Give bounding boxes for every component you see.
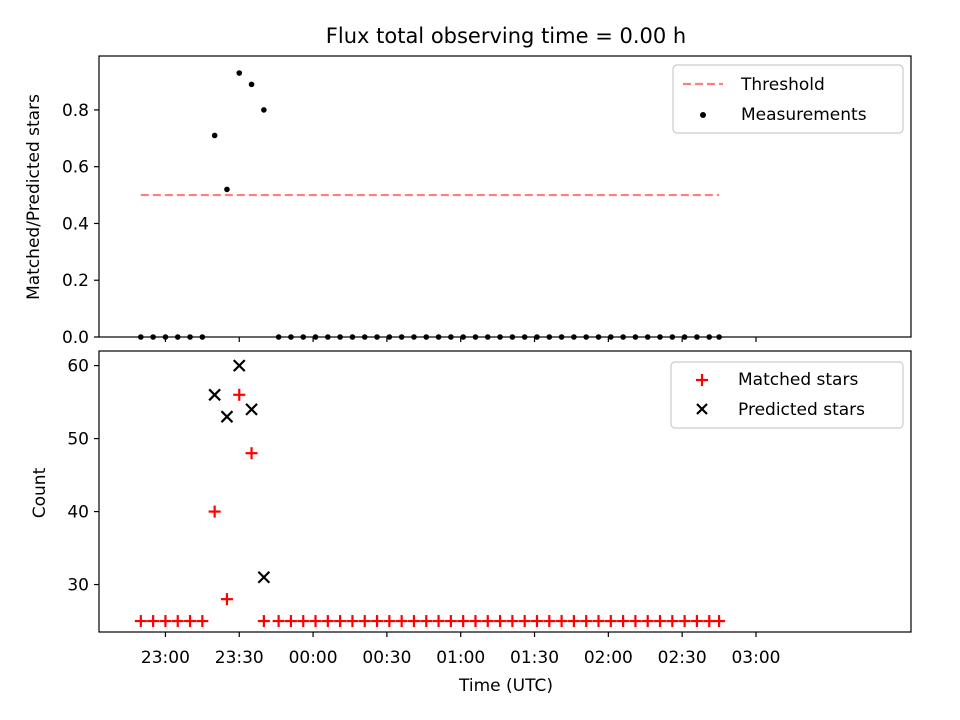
matched-star-point (629, 615, 642, 628)
measurement-point (211, 132, 218, 139)
bottom-axes-frame (98, 350, 912, 633)
top-axes-frame (98, 55, 912, 338)
top-y-tick-label: 0.6 (62, 158, 89, 178)
matched-star-point (334, 615, 347, 628)
matched-star-point (530, 615, 543, 628)
matched-star-point (220, 593, 233, 606)
matched-star-point (395, 615, 408, 628)
top-axis-ticks: 0.0 0.2 0.4 0.6 0.8 (62, 101, 757, 348)
matched-star-point (420, 615, 433, 628)
predicted-star-point (245, 403, 258, 416)
x-axis-label: Time (UTC) (458, 676, 553, 696)
top-legend: Threshold Measurements (672, 64, 904, 134)
matched-star-point (469, 615, 482, 628)
matched-star-point (481, 615, 494, 628)
matched-star-point (678, 615, 691, 628)
matched-star-point (592, 615, 605, 628)
x-tick-label: 00:00 (289, 648, 338, 668)
matched-star-point (543, 615, 556, 628)
legend-measurements-swatch (700, 112, 706, 118)
bottom-y-tick-label: 60 (67, 357, 89, 377)
matched-star-point (567, 615, 580, 628)
figure-title: Flux total observing time = 0.00 h (326, 24, 686, 48)
matched-star-point (208, 505, 221, 518)
x-tick-label: 00:30 (362, 648, 411, 668)
matched-star-point (580, 615, 593, 628)
legend-matched-swatch (696, 374, 708, 386)
x-tick-label: 02:00 (584, 648, 633, 668)
x-tick-label: 23:30 (215, 648, 264, 668)
matched-star-point (371, 615, 384, 628)
x-tick-label: 03:00 (731, 648, 780, 668)
legend-predicted-swatch (696, 403, 708, 415)
bottom-y-tick-label: 40 (67, 503, 89, 523)
matched-star-point (666, 615, 679, 628)
predicted-star-point (220, 410, 234, 423)
matched-star-point (147, 615, 160, 628)
legend-measurements-label: Measurements (741, 105, 867, 125)
matched-star-point (432, 615, 445, 628)
matched-star-point (494, 615, 507, 628)
x-tick-label: 01:00 (436, 648, 485, 668)
legend-matched-label: Matched stars (738, 370, 858, 390)
matched-star-point (457, 615, 470, 628)
top-ylabel: Matched/Predicted stars (24, 94, 44, 300)
x-tick-label: 01:30 (510, 648, 559, 668)
measurement-point (248, 81, 255, 88)
bottom-y-tick-label: 50 (67, 430, 89, 450)
matched-star-point (407, 615, 420, 628)
top-y-tick-label: 0.0 (62, 328, 89, 348)
matched-star-point (196, 615, 209, 628)
matched-star-point (713, 615, 726, 628)
matched-star-point (690, 615, 703, 628)
matched-star-point (654, 615, 667, 628)
matched-star-point (297, 615, 310, 628)
top-y-tick-label: 0.4 (62, 214, 89, 234)
x-tick-label: 23:00 (141, 648, 190, 668)
x-tick-label: 02:30 (658, 648, 707, 668)
top-legend-box (672, 64, 904, 134)
bottom-legend: Matched stars Predicted stars (670, 361, 904, 429)
matched-star-point (171, 615, 184, 628)
matched-star-point (134, 615, 147, 628)
bottom-legend-box (670, 361, 904, 429)
matched-star-point (321, 615, 334, 628)
bottom-ylabel: Count (30, 467, 50, 518)
matched-star-point (257, 615, 270, 628)
predicted-star-point (257, 570, 271, 584)
matched-star-point (604, 615, 617, 628)
measurement-point (236, 70, 243, 76)
top-y-tick-label: 0.8 (62, 101, 89, 121)
matched-star-point (245, 447, 258, 460)
predicted-star-point (232, 359, 246, 372)
top-panel: 0.00.20.40.60.8 Matched/Predicted stars … (24, 55, 912, 348)
matched-star-point (284, 615, 297, 628)
matched-star-point (184, 615, 197, 628)
legend-predicted-label: Predicted stars (738, 400, 865, 420)
matched-star-point (641, 615, 654, 628)
bottom-axis-ticks: 23:00 23:30 00:00 00:30 01:00 01:30 02:00 02:30… (67, 357, 780, 668)
matched-star-point (159, 615, 172, 628)
legend-threshold-label: Threshold (740, 75, 825, 95)
matched-star-point (272, 615, 285, 628)
predicted-star-point (208, 388, 221, 402)
matched-star-point (617, 615, 630, 628)
top-y-tick-label: 0.2 (62, 271, 89, 291)
measurement-point (261, 107, 267, 113)
matched-star-point (444, 615, 457, 628)
matched-star-point (555, 615, 568, 628)
matched-star-point (383, 615, 396, 628)
matched-star-point (346, 615, 359, 628)
matched-star-point (518, 615, 531, 628)
measurement-point (224, 186, 230, 193)
bottom-star-points (134, 359, 726, 628)
matched-star-point (309, 615, 322, 628)
matched-star-point (358, 615, 371, 628)
matched-star-point (233, 388, 246, 401)
matched-star-point (506, 615, 519, 628)
bottom-y-tick-label: 30 (67, 576, 89, 596)
bottom-panel: 23:00 23:30 00:00 00:30 01:00 01:30 02:00 02:30… (30, 350, 912, 696)
